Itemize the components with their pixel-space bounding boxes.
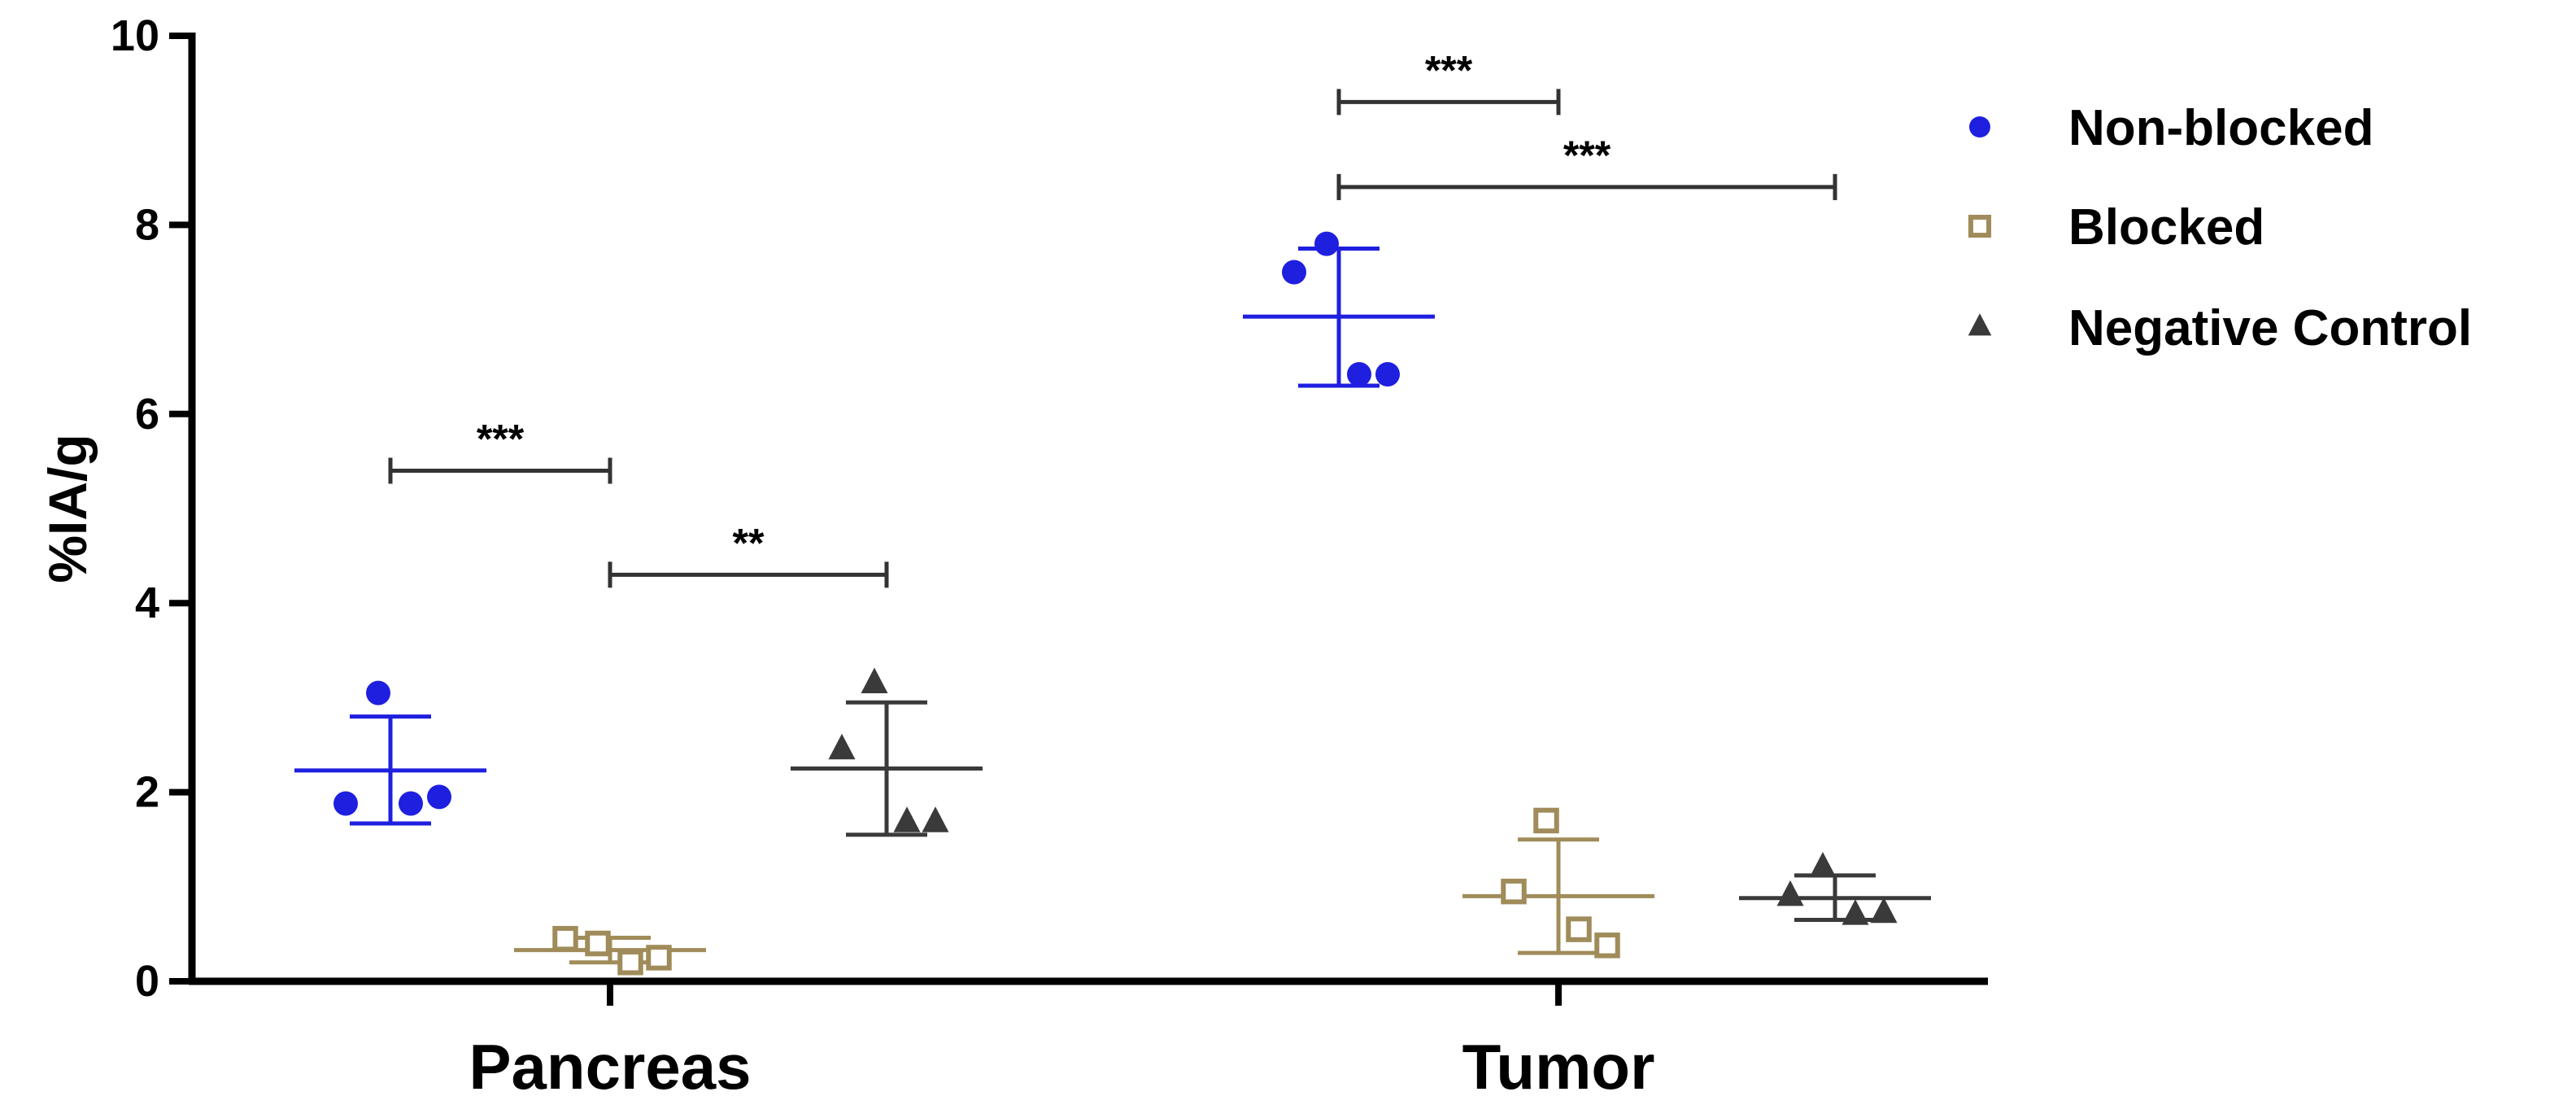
significance-label: *** [477, 417, 525, 462]
y-axis-label: %IA/g [37, 434, 98, 583]
data-point [585, 930, 611, 957]
legend-marker [1968, 214, 1992, 238]
data-point [1282, 260, 1306, 285]
legend-label: Blocked [2068, 199, 2264, 255]
data-point [1533, 807, 1559, 834]
legend-item: Non-blocked [1969, 100, 2373, 156]
data-point [1870, 897, 1898, 924]
legend: Non-blocked Blocked Negative Control [1968, 100, 2472, 356]
x-category-label: Tumor [1462, 1031, 1655, 1103]
data-point [1776, 880, 1804, 906]
y-tick-label: 4 [135, 579, 159, 627]
legend-item: Blocked [1968, 199, 2264, 255]
data-point [828, 733, 856, 760]
axes: 0 2 4 6 8 10 %IA/g Pancreas Tumor [37, 11, 1988, 1103]
data-point [1594, 932, 1620, 959]
data-point [1501, 878, 1527, 905]
significance-bracket: *** [388, 417, 612, 484]
significance-bracket: *** [1336, 133, 1837, 200]
data-group [1243, 231, 1435, 388]
data-point [552, 925, 578, 952]
data-group [1462, 807, 1654, 959]
data-point [399, 791, 423, 816]
data-point [1566, 916, 1592, 942]
data-point [646, 945, 672, 971]
data-point [922, 806, 949, 832]
significance-label: ** [733, 520, 765, 566]
data-point [1314, 231, 1339, 256]
data-point [366, 680, 390, 705]
y-tick-label: 0 [135, 957, 159, 1006]
data-point [1375, 361, 1400, 386]
y-tick-label: 10 [111, 11, 159, 60]
data-marks [294, 231, 1931, 976]
data-point [333, 791, 358, 816]
data-group [514, 925, 706, 976]
data-point [861, 667, 888, 693]
data-point [427, 784, 451, 810]
y-tick-label: 2 [135, 768, 159, 817]
x-category-label: Pancreas [469, 1031, 752, 1103]
legend-label: Non-blocked [2068, 100, 2373, 156]
data-group [791, 667, 983, 837]
significance-bracket: ** [608, 520, 889, 588]
legend-label: Negative Control [2068, 300, 2472, 356]
data-point [893, 806, 921, 832]
y-tick-label: 8 [135, 200, 159, 249]
data-point [1809, 852, 1837, 878]
significance-label: *** [1425, 47, 1473, 93]
data-group [294, 680, 486, 826]
data-point [1347, 361, 1371, 386]
y-tick-label: 6 [135, 390, 159, 439]
significance-bracket: *** [1336, 47, 1561, 116]
legend-marker [1968, 313, 1992, 336]
data-group [1739, 852, 1931, 925]
significance-brackets: *********** [388, 47, 1837, 588]
legend-item: Negative Control [1968, 300, 2472, 356]
significance-label: *** [1563, 133, 1611, 178]
legend-marker [1969, 116, 1990, 138]
data-point [1842, 899, 1869, 925]
data-point [617, 950, 643, 976]
